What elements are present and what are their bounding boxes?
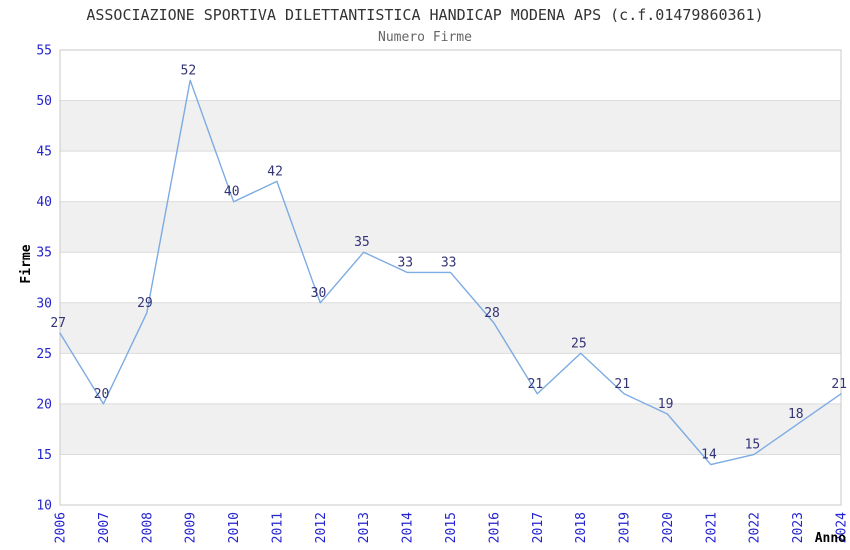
data-label: 33 [441,255,457,270]
chart-title: ASSOCIAZIONE SPORTIVA DILETTANTISTICA HA… [86,6,763,24]
x-tick-label: 2013 [357,512,372,543]
x-tick-label: 2018 [574,512,589,543]
x-tick-label: 2019 [618,512,633,543]
y-tick-label: 45 [36,145,52,160]
plot-band [60,201,841,253]
data-label: 15 [745,437,761,452]
plot-border [59,49,842,506]
plot-band [60,302,841,354]
chart-subtitle: Numero Firme [378,30,472,45]
data-label: 28 [484,306,500,321]
y-tick-label: 50 [36,94,52,109]
data-label: 52 [181,63,197,78]
data-label: 40 [224,185,240,200]
y-tick-label: 40 [36,195,52,210]
data-point-labels: 27 20 29 52 40 42 30 35 33 33 28 21 25 21 19 14 15 18 21 [50,63,847,462]
data-label: 27 [50,316,66,331]
data-label: 29 [137,296,153,311]
data-label: 20 [94,387,110,402]
y-tick-label: 15 [36,448,52,463]
x-tick-label: 2022 [748,512,763,543]
y-tick-label: 55 [36,44,52,59]
data-label: 14 [701,448,717,463]
x-tick-label: 2015 [444,512,459,543]
data-label: 30 [311,286,327,301]
x-tick-label: 2017 [531,512,546,543]
x-tick-label: 2020 [661,512,676,543]
plot-alternating-bands [60,100,841,455]
x-tick-label: 2009 [184,512,199,543]
x-tick-label: 2012 [314,512,329,543]
y-axis-tick-labels: 10 15 20 25 30 35 40 45 50 55 [36,44,52,514]
data-label: 35 [354,235,370,250]
plot-band [60,100,841,152]
x-tick-label: 2021 [704,512,719,543]
x-tick-label: 2006 [54,512,69,543]
x-tick-label: 2010 [227,512,242,543]
x-tick-label: 2016 [487,512,502,543]
y-tick-label: 10 [36,499,52,514]
data-label: 19 [658,397,674,412]
x-tick-label: 2011 [270,512,285,543]
y-axis-label: Firme [19,244,34,283]
y-tick-label: 30 [36,296,52,311]
data-label: 33 [397,255,413,270]
x-tick-label: 2007 [97,512,112,543]
data-label: 18 [788,407,804,422]
plot-gridlines [60,100,841,455]
x-axis-tick-labels: 2006 2007 2008 2009 2010 2011 2012 2013 2014 2015… [54,512,850,543]
data-label: 21 [614,377,630,392]
data-label: 42 [267,164,283,179]
x-axis-label: Anno [815,531,846,546]
x-tick-label: 2024 [835,512,850,543]
y-tick-label: 25 [36,347,52,362]
y-tick-label: 35 [36,246,52,261]
x-tick-label: 2014 [401,512,416,543]
data-label: 21 [528,377,544,392]
data-label: 21 [831,377,847,392]
plot-band [60,403,841,455]
data-label: 25 [571,336,587,351]
y-tick-label: 20 [36,397,52,412]
series-line [59,79,842,466]
x-tick-label: 2008 [140,512,155,543]
x-tick-label: 2023 [791,512,806,543]
